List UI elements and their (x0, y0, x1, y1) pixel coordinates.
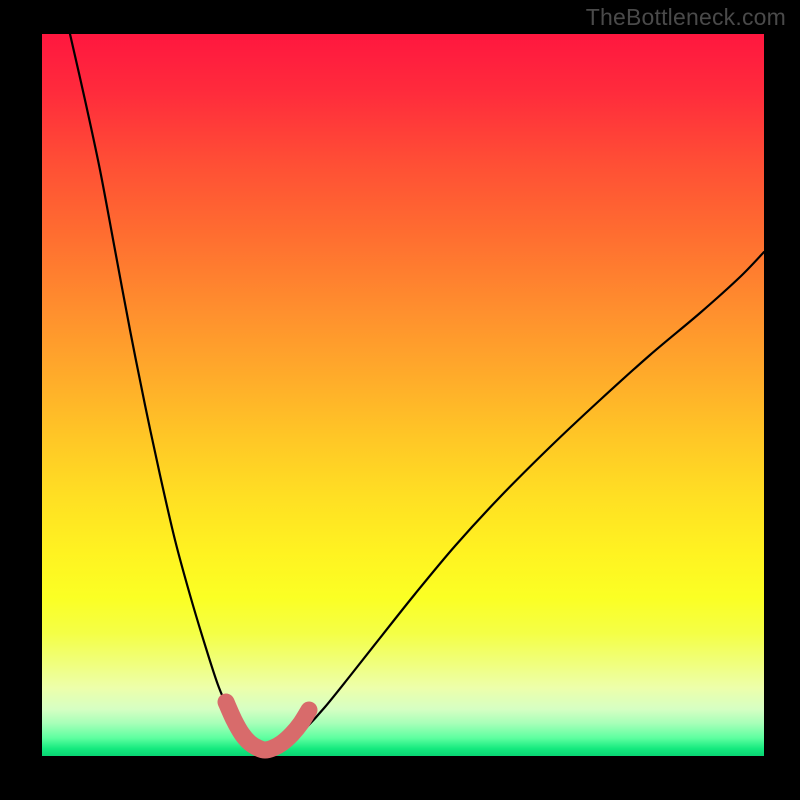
chart-container: { "canvas": { "width": 800, "height": 80… (0, 0, 800, 800)
bottleneck-chart (0, 0, 800, 800)
plot-background (42, 34, 764, 756)
watermark-text: TheBottleneck.com (586, 4, 786, 31)
